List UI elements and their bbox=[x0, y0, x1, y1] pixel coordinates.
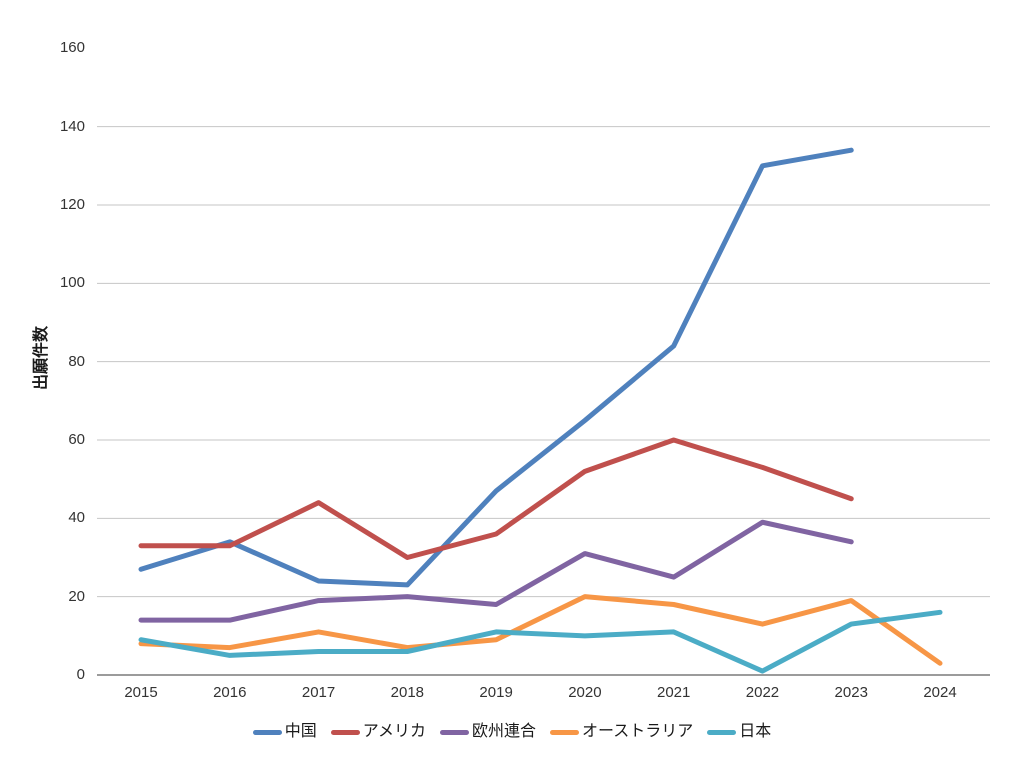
x-tick-label: 2019 bbox=[479, 684, 513, 701]
legend-label: アメリカ bbox=[362, 723, 426, 740]
legend-line-swatch bbox=[550, 729, 579, 735]
legend-label: 欧州連合 bbox=[471, 723, 536, 740]
legend-item-eu: 欧州連合 bbox=[439, 719, 536, 745]
y-tick-label: 140 bbox=[59, 117, 85, 135]
y-tick-label: 0 bbox=[76, 666, 85, 683]
y-tick-label: 60 bbox=[68, 430, 85, 448]
x-tick-label: 2024 bbox=[923, 684, 957, 701]
x-tick-label: 2022 bbox=[745, 684, 780, 701]
x-tick-label: 2020 bbox=[568, 684, 602, 701]
legend-line-swatch bbox=[707, 729, 737, 735]
series-line-0 bbox=[138, 147, 854, 588]
legend-line-swatch bbox=[330, 729, 360, 735]
legend-line-swatch bbox=[439, 729, 469, 735]
legend-item-japan: 日本 bbox=[707, 719, 771, 745]
legend-label: オーストラリア bbox=[582, 723, 694, 740]
x-tick-label: 2016 bbox=[213, 684, 247, 701]
chart-legend: 中国 アメリカ 欧州連合 オーストラリア 日本 bbox=[0, 719, 1024, 745]
y-tick-label: 100 bbox=[59, 274, 85, 292]
y-axis-title: 出願件数 bbox=[33, 326, 50, 391]
x-tick-label: 2018 bbox=[390, 684, 425, 701]
legend-item-china: 中国 bbox=[252, 719, 317, 745]
series-line-3 bbox=[138, 594, 943, 666]
x-tick-label: 2017 bbox=[301, 684, 336, 701]
x-tick-label: 2015 bbox=[124, 684, 158, 701]
series-line-2 bbox=[138, 519, 854, 623]
y-tick-label: 80 bbox=[68, 352, 85, 370]
x-tick-label: 2021 bbox=[656, 684, 691, 701]
legend-label: 中国 bbox=[284, 723, 317, 740]
y-tick-label: 20 bbox=[68, 587, 85, 605]
series-line-1 bbox=[138, 437, 854, 560]
legend-item-usa: アメリカ bbox=[330, 719, 426, 745]
x-tick-label: 2023 bbox=[834, 684, 868, 701]
legend-label: 日本 bbox=[739, 723, 772, 740]
y-tick-label: 40 bbox=[68, 509, 85, 527]
legend-item-australia: オーストラリア bbox=[550, 719, 693, 745]
series-line-4 bbox=[138, 609, 943, 674]
legend-line-swatch bbox=[252, 729, 282, 735]
y-tick-label: 120 bbox=[59, 195, 85, 213]
y-tick-label: 160 bbox=[59, 39, 85, 57]
